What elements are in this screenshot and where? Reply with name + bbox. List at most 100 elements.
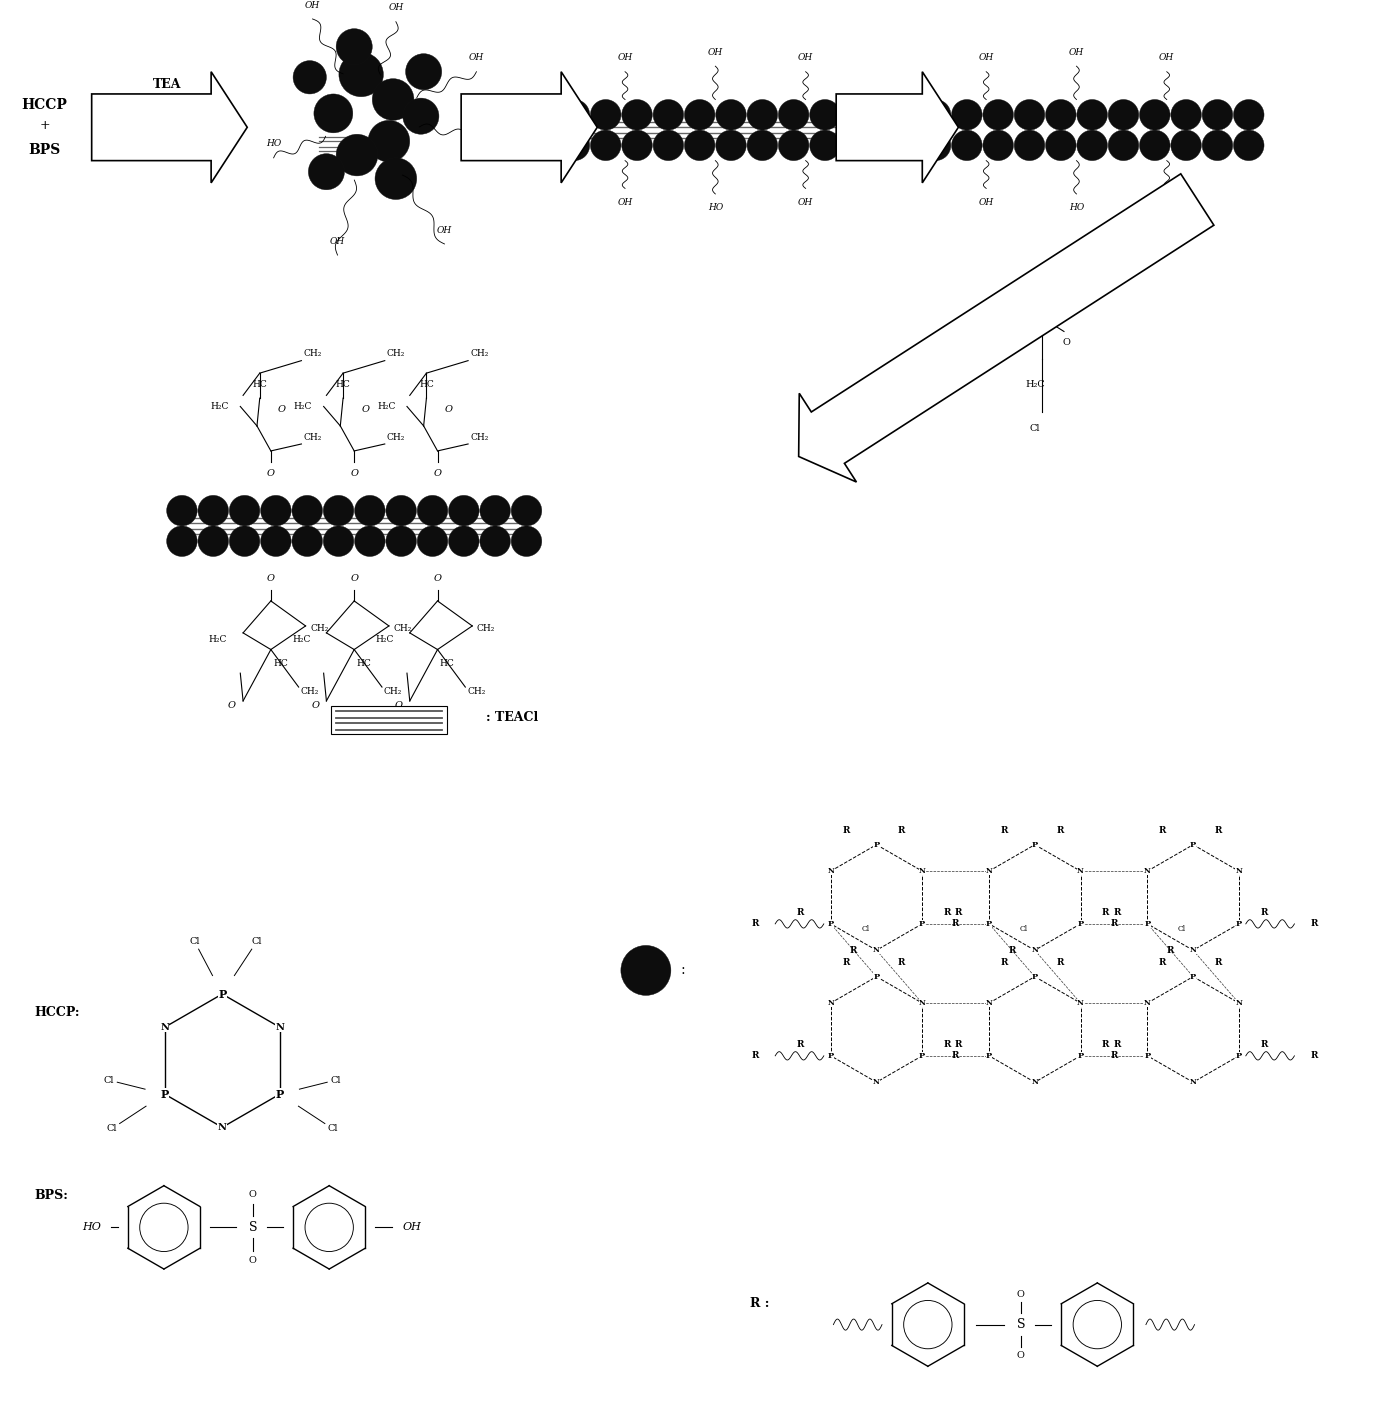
Text: N: N	[218, 1123, 226, 1132]
Text: Cl: Cl	[107, 1125, 117, 1133]
Text: OH: OH	[1160, 54, 1174, 62]
Text: H₂C: H₂C	[292, 636, 311, 644]
Circle shape	[622, 99, 653, 130]
Circle shape	[511, 496, 542, 526]
Circle shape	[372, 79, 414, 120]
Text: R: R	[751, 1051, 758, 1060]
Text: OH: OH	[708, 48, 722, 57]
Circle shape	[1233, 99, 1264, 130]
Text: :: :	[681, 964, 685, 978]
Text: HC: HC	[419, 380, 433, 389]
Text: P: P	[1078, 1051, 1083, 1060]
Text: H₂C: H₂C	[293, 401, 313, 411]
Text: P: P	[1145, 1051, 1150, 1060]
Circle shape	[778, 99, 808, 130]
Text: OH: OH	[1070, 48, 1083, 57]
Text: Cl: Cl	[328, 1125, 338, 1133]
Text: N: N	[986, 868, 993, 875]
Text: CH₂: CH₂	[303, 349, 322, 357]
Circle shape	[375, 158, 417, 199]
Text: N: N	[1145, 999, 1151, 1007]
Text: O: O	[1017, 1290, 1025, 1299]
Text: CH₂: CH₂	[393, 625, 413, 633]
Circle shape	[1139, 130, 1170, 161]
Text: O: O	[1017, 1351, 1025, 1359]
Text: O: O	[1063, 338, 1071, 348]
Text: P: P	[1190, 972, 1196, 981]
Text: OH: OH	[618, 198, 632, 206]
Text: S: S	[249, 1221, 257, 1234]
Text: TEA: TEA	[153, 78, 181, 90]
Text: HCCP:: HCCP:	[35, 1006, 81, 1019]
Text: CH₂: CH₂	[386, 349, 406, 357]
Text: HC: HC	[357, 658, 371, 668]
Text: R: R	[1000, 958, 1008, 968]
Text: R: R	[751, 920, 758, 928]
Text: OH: OH	[979, 54, 993, 62]
Text: OH: OH	[979, 198, 993, 206]
Text: CH₂: CH₂	[476, 625, 496, 633]
Text: BPS:: BPS:	[35, 1188, 68, 1202]
Circle shape	[479, 526, 510, 557]
Text: P: P	[874, 972, 879, 981]
Circle shape	[511, 526, 542, 557]
Text: N: N	[1076, 999, 1083, 1007]
Text: P: P	[828, 1051, 833, 1060]
Circle shape	[292, 496, 322, 526]
Circle shape	[1201, 99, 1232, 130]
Circle shape	[590, 130, 621, 161]
Circle shape	[293, 61, 326, 93]
Text: OH: OH	[403, 1222, 422, 1232]
Circle shape	[1139, 99, 1170, 130]
Text: P: P	[1236, 920, 1242, 928]
Text: N: N	[918, 868, 925, 875]
Text: CH₂: CH₂	[300, 687, 319, 695]
Circle shape	[1108, 130, 1139, 161]
Text: Cl: Cl	[1020, 926, 1028, 933]
Text: R: R	[1110, 1051, 1118, 1060]
Text: R: R	[1056, 827, 1064, 835]
Text: R: R	[1158, 827, 1167, 835]
Text: R: R	[1311, 920, 1318, 928]
Text: CH₂: CH₂	[467, 687, 486, 695]
Text: O: O	[267, 574, 275, 584]
Circle shape	[983, 130, 1014, 161]
Text: R: R	[897, 958, 906, 968]
Circle shape	[590, 99, 621, 130]
Text: R: R	[1056, 958, 1064, 968]
Text: HC: HC	[253, 380, 267, 389]
Text: R: R	[1260, 909, 1268, 917]
Polygon shape	[836, 72, 958, 182]
Text: R: R	[951, 1051, 960, 1060]
Circle shape	[354, 496, 385, 526]
Text: OH: OH	[799, 198, 813, 206]
Circle shape	[560, 99, 590, 130]
Circle shape	[921, 99, 951, 130]
Text: O: O	[394, 701, 403, 709]
Circle shape	[167, 496, 197, 526]
Text: N: N	[874, 1078, 879, 1087]
Text: H₂C: H₂C	[208, 636, 228, 644]
Text: O: O	[361, 404, 369, 414]
Text: N: N	[1076, 868, 1083, 875]
Text: P: P	[218, 989, 226, 999]
Text: N: N	[1235, 999, 1242, 1007]
Circle shape	[1046, 130, 1076, 161]
Text: P: P	[1236, 1051, 1242, 1060]
Text: N: N	[1190, 1078, 1196, 1087]
Circle shape	[1076, 130, 1107, 161]
Text: Cl: Cl	[861, 926, 870, 933]
Text: R: R	[1214, 958, 1222, 968]
Polygon shape	[799, 174, 1214, 482]
Text: N: N	[986, 999, 993, 1007]
Text: R: R	[1311, 1051, 1318, 1060]
Text: HO: HO	[82, 1222, 101, 1232]
Polygon shape	[92, 72, 247, 182]
Circle shape	[685, 130, 715, 161]
Text: OH: OH	[389, 3, 403, 13]
Text: OH: OH	[438, 226, 451, 235]
Text: R: R	[1260, 1040, 1268, 1050]
Circle shape	[403, 97, 439, 134]
Circle shape	[840, 99, 871, 130]
Text: P: P	[874, 841, 879, 849]
